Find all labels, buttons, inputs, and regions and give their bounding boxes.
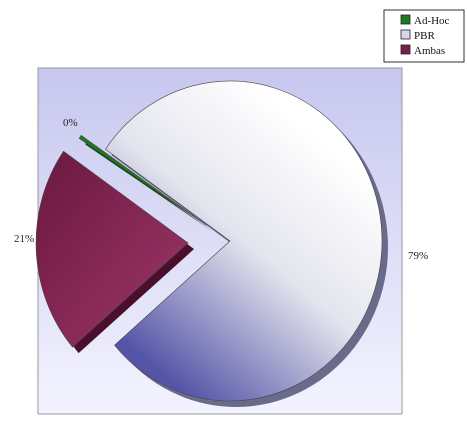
- pie-slice-ambas: [35, 150, 195, 354]
- legend-box: [383, 9, 465, 63]
- data-label-ad-hoc: 0%: [63, 117, 78, 129]
- legend-swatch-pbr: [400, 29, 411, 40]
- data-labels: 0% 79% 21%: [14, 117, 428, 262]
- legend-label-ad-hoc: Ad-Hoc: [414, 15, 450, 27]
- legend-swatch-ambas: [400, 44, 411, 55]
- legend-label-ambas: Ambas: [414, 45, 445, 57]
- pie-slice-pbr: [105, 80, 388, 408]
- data-label-pbr: 79%: [408, 250, 428, 262]
- legend-label-pbr: PBR: [414, 30, 435, 42]
- pie-slice-face: [35, 150, 189, 348]
- pie-slices: [35, 80, 388, 408]
- pie-slice-face: [105, 80, 383, 402]
- legend: Ad-Hoc PBR Ambas: [383, 9, 465, 63]
- legend-swatch-ad-hoc: [400, 14, 411, 25]
- data-label-ambas: 21%: [14, 233, 34, 245]
- pie-slice-face: [78, 134, 207, 226]
- pie-slice-ad-hoc: [78, 134, 213, 232]
